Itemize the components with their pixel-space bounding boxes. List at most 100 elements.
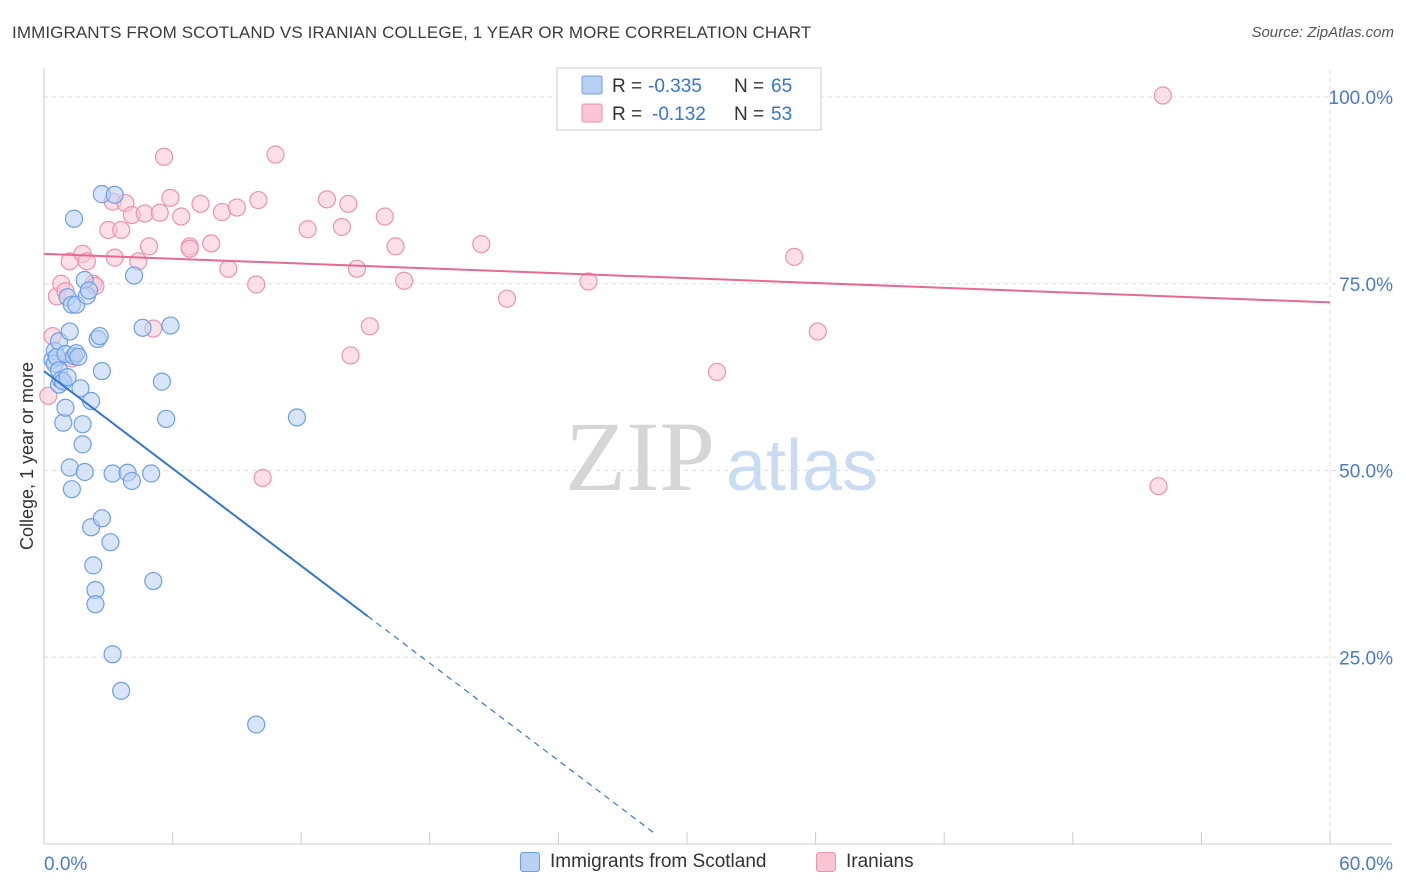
scotland-point [71,379,90,398]
watermark: ZIP atlas [565,401,878,512]
iranians-point [360,317,379,336]
iranians-point [266,145,285,164]
iranians-point [112,220,131,240]
iranians-point [298,220,317,239]
scotland-point [64,209,84,228]
scotland-point [144,571,163,591]
iranians-point [808,322,827,341]
iranians-point [202,234,221,253]
scotland-point [58,368,77,387]
scotland-point [79,281,99,300]
legend-n-value-2: 53 [771,104,792,125]
iranians-point [219,259,238,278]
iranians-point [785,247,804,266]
scotland-point [92,509,111,528]
scotland-point [142,464,161,483]
y-tick-label: 100.0% [1329,88,1394,109]
chart-title: IMMIGRANTS FROM SCOTLAND VS IRANIAN COLL… [12,23,812,42]
scotland-point [56,398,75,417]
axes [43,68,1392,845]
iranians-point [1153,86,1172,105]
scotland-point [124,266,144,285]
legend-n-value-1: 65 [771,76,792,97]
scotland-point [69,347,88,367]
legend-label-iranians: Iranians [846,851,914,872]
scotland-point [105,185,124,204]
legend-item-iranians[interactable]: Iranians [816,851,914,873]
legend-r-value-2: -0.132 [652,104,706,125]
scotland-point [73,415,92,434]
legend-r-label-2: R = [612,104,642,125]
iranians-point [212,202,231,222]
x-tick-label: 0.0% [44,854,87,875]
y-axis-label: College, 1 year or more [17,362,37,550]
legend-swatch-scotland [581,75,603,95]
iranians-point [253,468,272,488]
watermark-zip: ZIP [565,401,715,512]
y-tick-label: 50.0% [1339,462,1393,483]
iranians-point [227,198,246,217]
x-tick-label: 60.0% [1339,854,1393,875]
scotland-point [62,480,81,499]
iranians-point [497,289,517,308]
scotland-point [157,409,176,429]
source-credit: Source: ZipAtlas.com [1251,24,1394,41]
iranians-point [579,272,598,291]
scotland-point [92,362,111,381]
iranians-point [180,239,199,258]
x-tick-labels: 0.0% 60.0% [44,854,1393,875]
iranians-point [707,362,727,381]
scotland-point [84,556,103,575]
iranians-point [77,252,96,271]
gridlines [44,70,1336,844]
iranians-point [339,194,358,213]
series-legend: Immigrants from Scotland Iranians [0,851,1406,877]
legend-n-label-1: N = [734,76,764,97]
iranians-point [150,203,169,222]
scotland-point [152,372,171,391]
scotland-point [247,715,266,734]
iranians-point [341,346,360,365]
y-tick-label: 75.0% [1339,275,1393,296]
legend-swatch-iranians [581,103,603,123]
scotland-point [112,681,131,700]
iranians-point [375,207,394,226]
y-tick-labels: 25.0% 50.0% 75.0% 100.0% [1329,88,1394,669]
scotland-point [103,645,122,664]
legend-n-label-2: N = [734,104,764,125]
iranians-point [161,188,180,207]
trendlines [43,252,1331,835]
iranians-point [472,235,491,254]
legend-label-scotland: Immigrants from Scotland [550,851,767,872]
iranians-point [191,194,210,213]
iranians-points [39,86,1172,496]
scotland-point [161,316,180,335]
iranians-point [39,386,58,405]
scotland-point [90,326,109,346]
iranians-point [249,190,268,210]
iranians-point [139,237,159,256]
scotland-point [287,408,307,427]
scotland-points [43,185,307,734]
iranians-point [386,237,405,256]
iranians-point [347,259,367,278]
scotland-point [122,471,141,491]
scotland-trendline [43,370,369,617]
legend-swatch-iranians-bottom [816,852,836,872]
y-tick-label: 25.0% [1339,648,1393,669]
iranians-point [1149,477,1168,496]
scotland-point [86,595,105,614]
scotland-point [60,322,79,341]
iranians-trendline [43,252,1331,304]
iranians-point [332,217,352,237]
legend-item-scotland[interactable]: Immigrants from Scotland [520,851,766,873]
correlation-legend: R = -0.335 N = 65 R = -0.132 N = 53 [556,67,822,131]
iranians-point [154,147,174,166]
legend-r-value-1: -0.335 [648,76,702,97]
scotland-point [54,413,73,432]
iranians-point [172,207,191,226]
scotland-point [60,458,79,477]
legend-r-label-1: R = [612,76,642,97]
scotland-point [75,462,94,482]
